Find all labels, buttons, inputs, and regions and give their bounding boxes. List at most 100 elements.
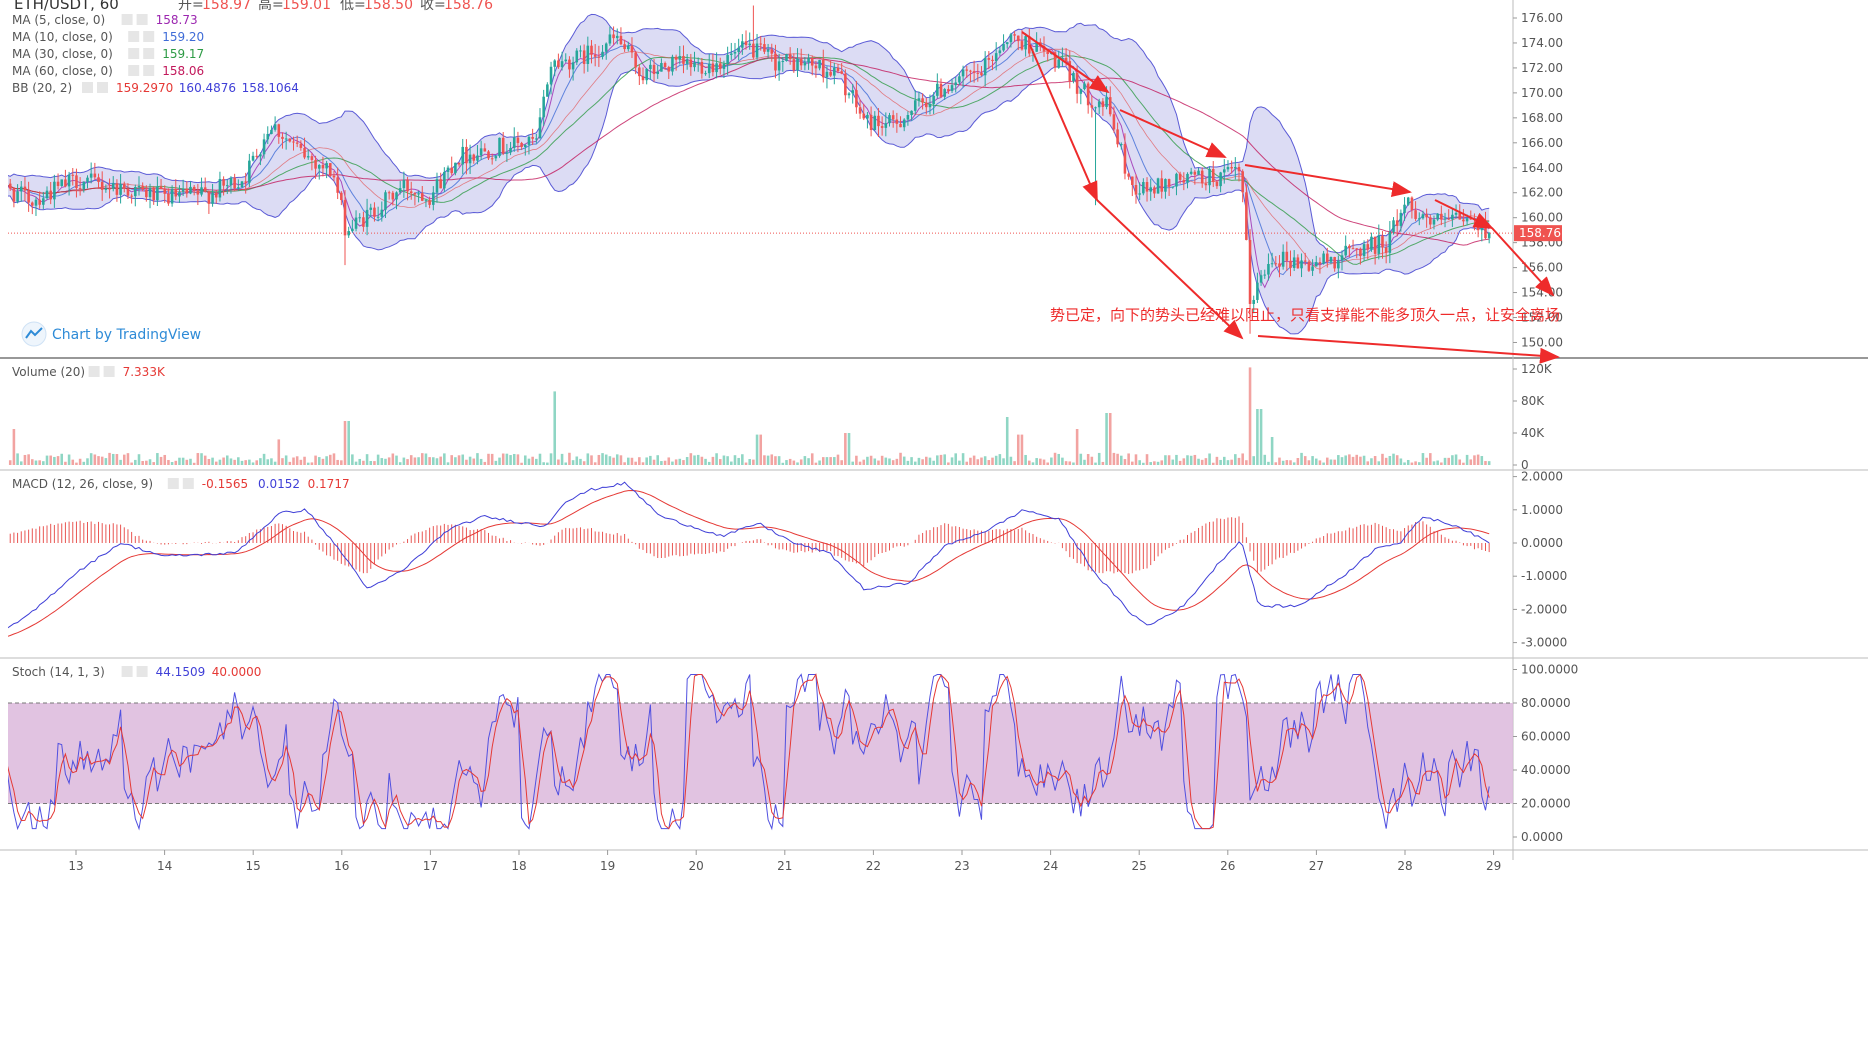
volume-bar (1149, 462, 1152, 465)
legend-main-0-value: 158.73 (156, 13, 198, 27)
y-tick-label: 20.0000 (1521, 797, 1571, 811)
volume-bar (447, 462, 450, 465)
x-tick-label: 23 (954, 859, 969, 873)
legend-stoch-value: 40.0000 (212, 665, 262, 679)
legend-main-0[interactable]: MA (5, close, 0)158.73 (12, 13, 198, 27)
volume-bar (1241, 453, 1244, 465)
volume-bar (954, 453, 957, 465)
volume-bar (388, 457, 391, 465)
legend-volume[interactable]: Volume (20)7.333K (12, 365, 166, 379)
volume-bar (377, 455, 380, 465)
volume-bar (97, 456, 100, 465)
volume-bar (355, 462, 358, 465)
volume-bar (454, 457, 457, 465)
volume-bar (311, 462, 314, 465)
volume-bar (1396, 455, 1399, 465)
volume-bar (241, 461, 244, 465)
volume-bar (222, 458, 225, 465)
volume-bar (1135, 454, 1138, 465)
volume-bar (1186, 455, 1189, 465)
volume-bar (248, 460, 251, 465)
volume-bar (1227, 460, 1230, 465)
volume-bar (804, 456, 807, 465)
x-tick-label: 14 (157, 859, 172, 873)
volume-bar (815, 463, 818, 465)
volume-bar (127, 453, 130, 465)
volume-bar (1481, 456, 1484, 465)
volume-bar (907, 461, 910, 465)
volume-bar (116, 454, 119, 465)
y-tick-label: 154.00 (1521, 286, 1563, 300)
volume-bar (1197, 459, 1200, 465)
y-tick-label: 0.0000 (1521, 830, 1563, 844)
volume-bar (358, 459, 361, 465)
volume-bar (910, 457, 913, 465)
tradingview-branding[interactable]: Chart by TradingView (22, 322, 201, 346)
volume-bar (995, 456, 998, 465)
volume-bar (627, 458, 630, 465)
legend-main-2[interactable]: MA (30, close, 0)159.17 (12, 47, 204, 61)
legend-main-3[interactable]: MA (60, close, 0)158.06 (12, 64, 204, 78)
settings-icon (168, 478, 179, 489)
y-tick-label: 120K (1521, 362, 1553, 376)
volume-bar (215, 462, 218, 465)
volume-bar (16, 453, 19, 465)
close-icon (137, 14, 148, 25)
volume-bar (1289, 460, 1292, 465)
volume-bar (1083, 460, 1086, 465)
volume-bar (428, 457, 431, 465)
volume-bar (885, 458, 888, 465)
volume-bar (693, 455, 696, 465)
volume-bar (381, 458, 384, 465)
volume-bar (1271, 437, 1274, 465)
volume-bar (182, 458, 185, 465)
volume-bar (1179, 461, 1182, 465)
volume-bar (484, 462, 487, 465)
y-tick-label: 160.00 (1521, 211, 1563, 225)
legend-stoch-value: 44.1509 (156, 665, 206, 679)
volume-bar (149, 459, 152, 465)
candle (936, 73, 939, 98)
volume-bar (421, 453, 424, 465)
x-tick-label: 28 (1397, 859, 1412, 873)
volume-bar (1032, 462, 1035, 465)
volume-bar (498, 458, 501, 465)
candle (1407, 197, 1410, 206)
volume-bar (270, 458, 273, 465)
volume-bar (1469, 459, 1472, 465)
volume-bar (255, 460, 258, 465)
legend-main-1[interactable]: MA (10, close, 0)159.20 (12, 30, 204, 44)
volume-bar (1216, 457, 1219, 465)
volume-bar (443, 453, 446, 465)
volume-bar (351, 454, 354, 465)
volume-bar (506, 454, 509, 465)
volume-bar (399, 462, 402, 465)
y-tick-label: 168.00 (1521, 111, 1563, 125)
candle (344, 190, 347, 265)
legend-main-4-value: 160.4876 (179, 81, 236, 95)
volume-bar (263, 454, 266, 465)
volume-bar (1433, 461, 1436, 465)
volume-bar (60, 454, 63, 465)
volume-bar (535, 459, 538, 465)
volume-bar (145, 461, 148, 465)
volume-bar (141, 461, 144, 465)
volume-bar (1190, 456, 1193, 465)
volume-bar (46, 456, 49, 465)
volume-bar (1286, 460, 1289, 465)
volume-bar (800, 459, 803, 465)
volume-bar (318, 457, 321, 465)
volume-bar (259, 458, 262, 465)
volume-bar (1444, 458, 1447, 465)
volume-bar (5, 463, 8, 465)
x-tick-label: 26 (1220, 859, 1235, 873)
volume-bar (723, 456, 726, 465)
volume-bar (1035, 458, 1038, 465)
volume-bar (362, 461, 365, 465)
volume-bar (1422, 453, 1425, 465)
